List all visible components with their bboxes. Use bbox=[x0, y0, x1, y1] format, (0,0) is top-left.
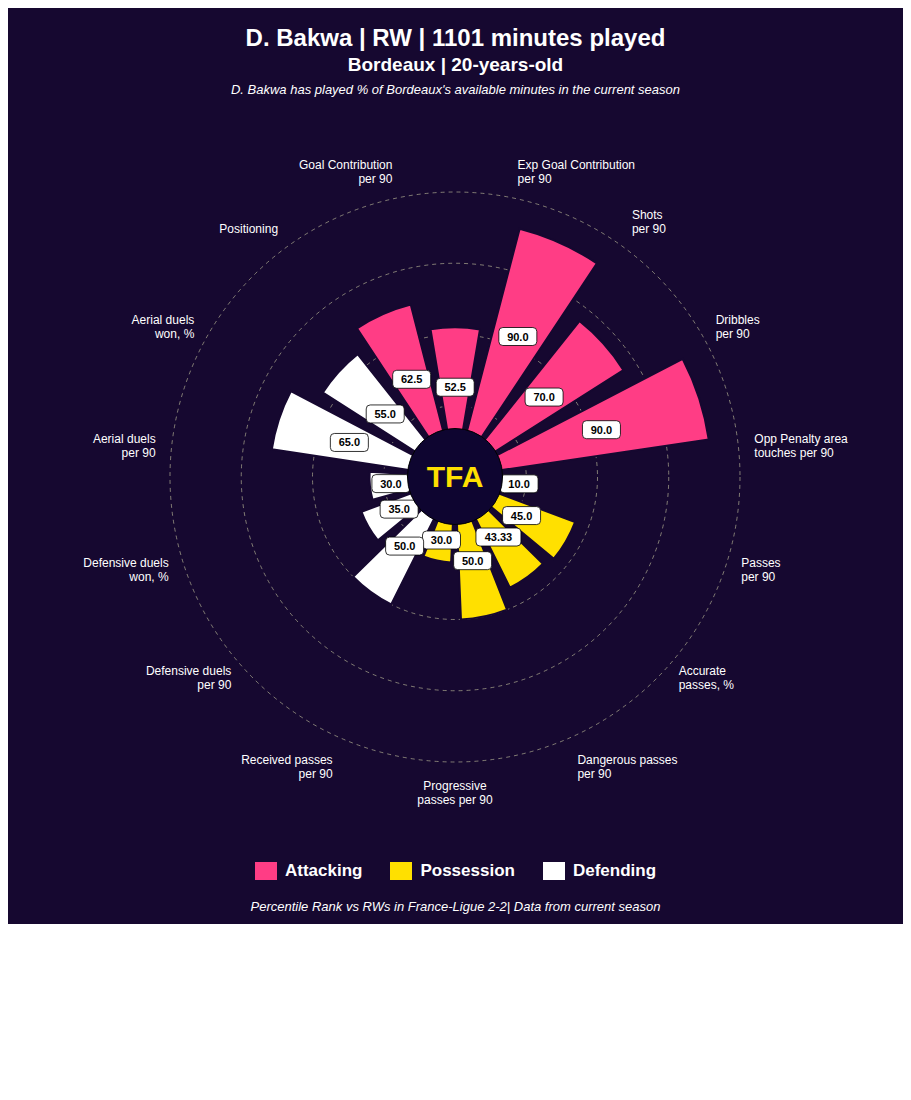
svg-text:30.0: 30.0 bbox=[431, 534, 452, 546]
svg-text:50.0: 50.0 bbox=[462, 555, 483, 567]
svg-text:Accuratepasses, %: Accuratepasses, % bbox=[679, 664, 735, 692]
svg-text:90.0: 90.0 bbox=[507, 330, 528, 342]
html-text:Bordeaux | 20-years-old: Bordeaux | 20-years-old bbox=[347, 54, 564, 76]
svg-text:Goal Contributionper 90: Goal Contributionper 90 bbox=[299, 157, 393, 185]
svg-text:50.0: 50.0 bbox=[394, 540, 415, 552]
svg-text:Received passesper 90: Received passesper 90 bbox=[241, 753, 333, 781]
html-text:TFA: TFA bbox=[426, 459, 484, 493]
svg-text:70.0: 70.0 bbox=[533, 391, 554, 403]
svg-text:30.0: 30.0 bbox=[380, 477, 401, 489]
svg-text:Shotsper 90: Shotsper 90 bbox=[632, 208, 666, 236]
svg-text:45.0: 45.0 bbox=[511, 509, 532, 521]
html-text:Defending: Defending bbox=[572, 860, 656, 880]
html-text:Attacking: Attacking bbox=[285, 860, 363, 880]
svg-text:Opp Penalty areatouches per 90: Opp Penalty areatouches per 90 bbox=[754, 431, 848, 459]
svg-text:65.0: 65.0 bbox=[339, 436, 360, 448]
html-text:Percentile Rank vs RWs in Fran: Percentile Rank vs RWs in France-Ligue 2… bbox=[250, 898, 661, 914]
svg-text:Positioning: Positioning bbox=[219, 222, 278, 236]
svg-text:Exp Goal Contributionper 90: Exp Goal Contributionper 90 bbox=[518, 157, 635, 185]
html-text:Possession: Possession bbox=[420, 860, 515, 880]
html-text:D. Bakwa | RW | 1101 minutes p: D. Bakwa | RW | 1101 minutes played bbox=[245, 24, 666, 51]
svg-text:Defensive duelswon, %: Defensive duelswon, % bbox=[83, 556, 169, 584]
svg-text:Dribblesper 90: Dribblesper 90 bbox=[716, 312, 760, 340]
svg-text:35.0: 35.0 bbox=[388, 503, 409, 515]
svg-text:55.0: 55.0 bbox=[375, 408, 396, 420]
svg-text:90.0: 90.0 bbox=[591, 424, 612, 436]
svg-text:Aerial duelsper 90: Aerial duelsper 90 bbox=[93, 431, 156, 459]
html-text:D. Bakwa has played % of Borde: D. Bakwa has played % of Bordeaux's avai… bbox=[231, 81, 680, 97]
svg-text:Passesper 90: Passesper 90 bbox=[741, 556, 780, 584]
svg-text:43.33: 43.33 bbox=[485, 531, 513, 543]
svg-text:Defensive duelsper 90: Defensive duelsper 90 bbox=[146, 664, 232, 692]
svg-text:Dangerous passesper 90: Dangerous passesper 90 bbox=[577, 753, 677, 781]
svg-text:52.5: 52.5 bbox=[444, 381, 465, 393]
svg-text:10.0: 10.0 bbox=[508, 478, 529, 490]
svg-text:Progressivepasses per 90: Progressivepasses per 90 bbox=[417, 779, 493, 807]
svg-text:62.5: 62.5 bbox=[401, 373, 422, 385]
svg-text:Aerial duelswon, %: Aerial duelswon, % bbox=[132, 312, 195, 340]
